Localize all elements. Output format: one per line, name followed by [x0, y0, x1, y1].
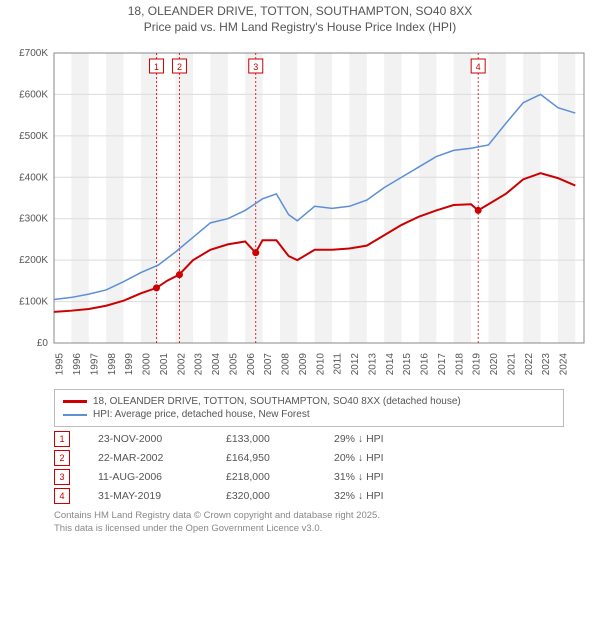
sale-date: 31-MAY-2019 [98, 490, 198, 502]
svg-text:2024: 2024 [559, 353, 570, 376]
legend-swatch-red [63, 400, 87, 403]
svg-text:2: 2 [177, 62, 182, 72]
sales-table: 1 23-NOV-2000 £133,000 29% ↓ HPI 2 22-MAR-200… [54, 431, 564, 504]
svg-text:1997: 1997 [89, 353, 100, 376]
svg-text:£200K: £200K [19, 255, 48, 266]
svg-text:1: 1 [154, 62, 159, 72]
sale-price: £133,000 [226, 433, 306, 445]
svg-text:2016: 2016 [420, 353, 431, 376]
svg-text:£700K: £700K [19, 48, 48, 59]
svg-text:2009: 2009 [298, 353, 309, 376]
svg-text:2019: 2019 [472, 353, 483, 376]
svg-text:1995: 1995 [55, 353, 66, 376]
chart-area: £0 £100K £200K £300K £400K £500K £600K £700K 199… [6, 43, 594, 383]
chart-svg: £0 £100K £200K £300K £400K £500K £600K £700K 199… [6, 43, 594, 383]
svg-text:2020: 2020 [489, 353, 500, 376]
chart-title: 18, OLEANDER DRIVE, TOTTON, SOUTHAMPTON,… [0, 4, 600, 35]
svg-text:2010: 2010 [315, 353, 326, 376]
svg-text:2023: 2023 [541, 353, 552, 376]
sale-number-box: 1 [54, 431, 70, 447]
svg-text:2004: 2004 [211, 353, 222, 376]
svg-text:2003: 2003 [194, 353, 205, 376]
svg-text:2007: 2007 [263, 353, 274, 376]
title-line2: Price paid vs. HM Land Registry's House … [144, 20, 456, 34]
svg-text:2005: 2005 [228, 353, 239, 376]
svg-text:2006: 2006 [246, 353, 257, 376]
svg-text:2008: 2008 [281, 353, 292, 376]
svg-text:3: 3 [253, 62, 258, 72]
sale-date: 11-AUG-2006 [98, 471, 198, 483]
sale-row: 3 11-AUG-2006 £218,000 31% ↓ HPI [54, 469, 564, 485]
legend: 18, OLEANDER DRIVE, TOTTON, SOUTHAMPTON,… [54, 389, 564, 427]
sale-row: 4 31-MAY-2019 £320,000 32% ↓ HPI [54, 488, 564, 504]
svg-text:£400K: £400K [19, 172, 48, 183]
sale-price: £218,000 [226, 471, 306, 483]
footer-line2: This data is licensed under the Open Gov… [54, 523, 322, 534]
svg-text:2011: 2011 [333, 353, 344, 375]
sale-number-box: 2 [54, 450, 70, 466]
sale-date: 22-MAR-2002 [98, 452, 198, 464]
sale-number-box: 3 [54, 469, 70, 485]
svg-text:2002: 2002 [176, 353, 187, 376]
svg-text:2017: 2017 [437, 353, 448, 376]
svg-text:2013: 2013 [367, 353, 378, 376]
svg-text:4: 4 [476, 62, 481, 72]
svg-text:2014: 2014 [385, 353, 396, 376]
sale-date: 23-NOV-2000 [98, 433, 198, 445]
svg-text:£0: £0 [37, 338, 49, 349]
sale-row: 1 23-NOV-2000 £133,000 29% ↓ HPI [54, 431, 564, 447]
svg-text:£500K: £500K [19, 131, 48, 142]
sale-delta: 20% ↓ HPI [334, 452, 424, 464]
footer-line1: Contains HM Land Registry data © Crown c… [54, 510, 380, 521]
legend-label-blue: HPI: Average price, detached house, New … [93, 409, 310, 420]
title-line1: 18, OLEANDER DRIVE, TOTTON, SOUTHAMPTON,… [128, 4, 473, 18]
legend-label-red: 18, OLEANDER DRIVE, TOTTON, SOUTHAMPTON,… [93, 396, 461, 407]
svg-text:2000: 2000 [142, 353, 153, 376]
svg-text:1998: 1998 [107, 353, 118, 376]
sale-price: £164,950 [226, 452, 306, 464]
svg-text:2012: 2012 [350, 353, 361, 376]
legend-swatch-blue [63, 414, 87, 416]
svg-text:2022: 2022 [524, 353, 535, 376]
sale-delta: 31% ↓ HPI [334, 471, 424, 483]
svg-text:2015: 2015 [402, 353, 413, 376]
sale-price: £320,000 [226, 490, 306, 502]
legend-row-red: 18, OLEANDER DRIVE, TOTTON, SOUTHAMPTON,… [63, 396, 555, 407]
svg-text:2021: 2021 [506, 353, 517, 376]
sale-row: 2 22-MAR-2002 £164,950 20% ↓ HPI [54, 450, 564, 466]
svg-text:£600K: £600K [19, 90, 48, 101]
sale-number-box: 4 [54, 488, 70, 504]
svg-text:2018: 2018 [454, 353, 465, 376]
svg-text:1999: 1999 [124, 353, 135, 376]
legend-row-blue: HPI: Average price, detached house, New … [63, 409, 555, 420]
sale-delta: 29% ↓ HPI [334, 433, 424, 445]
sale-delta: 32% ↓ HPI [334, 490, 424, 502]
footer-text: Contains HM Land Registry data © Crown c… [54, 510, 564, 535]
svg-text:2001: 2001 [159, 353, 170, 376]
svg-text:£300K: £300K [19, 214, 48, 225]
svg-text:£100K: £100K [19, 297, 48, 308]
svg-text:1996: 1996 [72, 353, 83, 376]
